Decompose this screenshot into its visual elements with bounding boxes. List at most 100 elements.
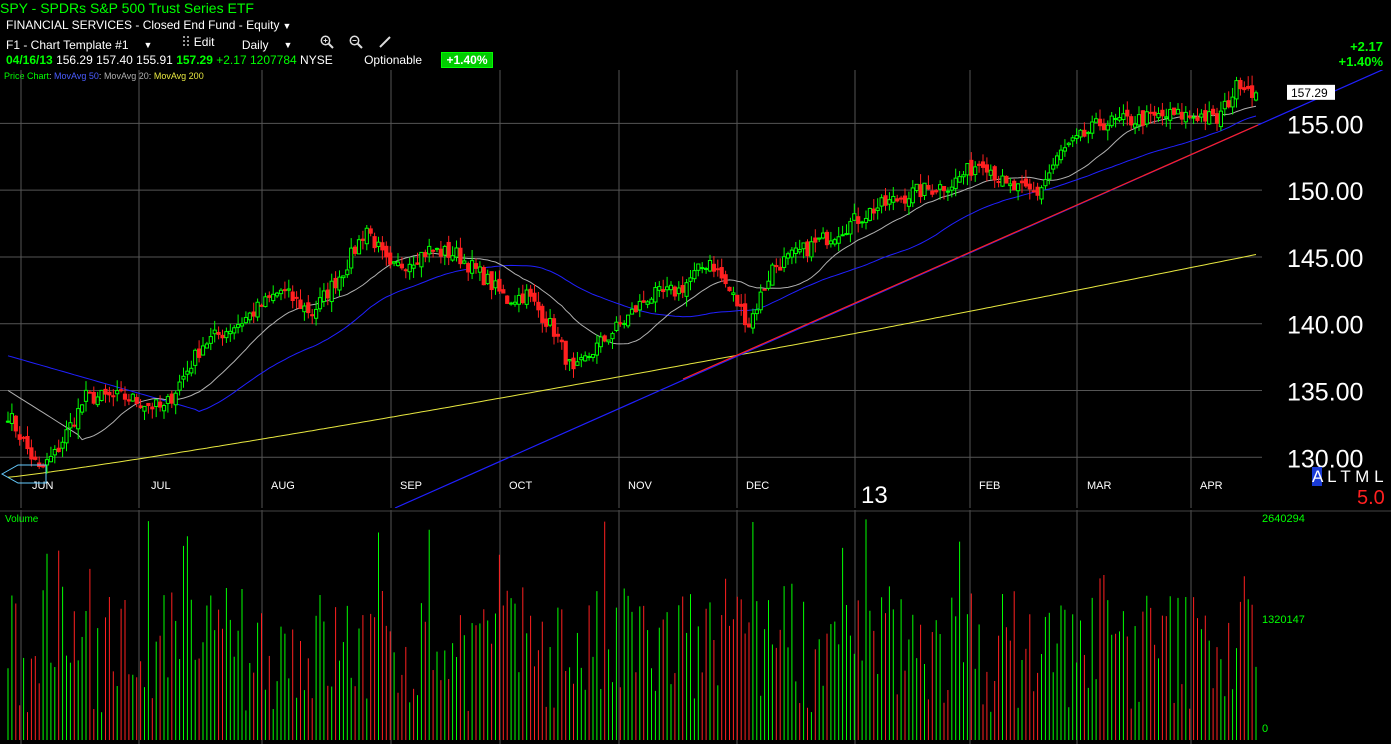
candle-body bbox=[142, 405, 147, 412]
candle-body bbox=[1043, 179, 1048, 187]
candle-body bbox=[438, 248, 443, 257]
candle-body bbox=[1109, 115, 1114, 127]
candle-body bbox=[1129, 116, 1134, 126]
y-tick-label: 150.00 bbox=[1287, 178, 1363, 206]
candle-body bbox=[13, 415, 18, 432]
candle-body bbox=[1055, 155, 1060, 166]
legend-ma20[interactable]: MovAvg 20 bbox=[103, 71, 149, 81]
template-dropdown[interactable]: F1 - Chart Template #1 ▼ bbox=[6, 38, 164, 52]
candle-body bbox=[1082, 129, 1087, 137]
candle-body bbox=[1242, 87, 1247, 91]
candle-body bbox=[637, 300, 642, 311]
sector-row[interactable]: FINANCIAL SERVICES - Closed End Fund - E… bbox=[0, 18, 291, 33]
candle-body bbox=[48, 455, 53, 463]
price-tag bbox=[1287, 84, 1335, 100]
candle-body bbox=[76, 408, 81, 430]
draw-tool-button[interactable] bbox=[378, 35, 392, 49]
year-marker: 13 bbox=[861, 482, 888, 509]
candle-body bbox=[1027, 183, 1032, 190]
candle-body bbox=[56, 447, 61, 453]
candle-body bbox=[138, 405, 143, 409]
candle-body bbox=[454, 247, 459, 258]
price-chart[interactable]: 130.00 135.00 140.00 145.00 150.00 155.00 JUN J… bbox=[0, 70, 1391, 508]
candle-body bbox=[524, 289, 529, 305]
candle-body bbox=[243, 316, 249, 324]
zoom-in-button[interactable] bbox=[320, 35, 334, 49]
candle-body bbox=[333, 277, 338, 289]
candle-body bbox=[684, 282, 689, 297]
candle-body bbox=[895, 198, 900, 202]
altml-a: A bbox=[1312, 467, 1323, 486]
candle-body bbox=[232, 327, 237, 334]
candle-body bbox=[1136, 114, 1142, 126]
candle-body bbox=[119, 389, 124, 392]
chevron-down-icon: ▼ bbox=[283, 40, 293, 50]
candle-body bbox=[1253, 92, 1259, 101]
candle-body bbox=[477, 266, 482, 273]
candle-body bbox=[707, 259, 713, 272]
altml-indicator[interactable]: A L T M L bbox=[1312, 467, 1384, 487]
candle-body bbox=[785, 253, 791, 259]
ticker-symbol[interactable]: SPY bbox=[0, 0, 28, 16]
candle-body bbox=[1133, 123, 1138, 128]
candle-body bbox=[512, 301, 518, 305]
legend-ma50[interactable]: MovAvg 50 bbox=[54, 71, 99, 81]
candle-body bbox=[1238, 79, 1243, 90]
candle-body bbox=[594, 342, 599, 356]
candle-body bbox=[590, 353, 596, 358]
candle-body bbox=[130, 393, 135, 402]
candle-body bbox=[1000, 175, 1005, 187]
candle-body bbox=[446, 241, 451, 258]
candle-body bbox=[793, 247, 798, 254]
period-dropdown[interactable]: Daily ▼ bbox=[242, 38, 305, 52]
candle-body bbox=[360, 238, 365, 241]
chevron-down-icon[interactable]: ▼ bbox=[282, 21, 292, 31]
quote-change: +2.17 bbox=[216, 53, 247, 67]
candle-body bbox=[236, 324, 241, 328]
candle-body bbox=[1125, 109, 1130, 117]
candle-body bbox=[723, 274, 728, 285]
security-name: SPDRs S&P 500 Trust Series ETF bbox=[40, 0, 254, 16]
quote-date: 04/16/13 bbox=[6, 53, 53, 67]
y-tick-label: 135.00 bbox=[1287, 378, 1363, 406]
candle-body bbox=[294, 296, 299, 299]
candle-body bbox=[618, 322, 623, 325]
candle-body bbox=[641, 300, 646, 303]
candle-body bbox=[961, 174, 966, 178]
candle-body bbox=[434, 247, 440, 250]
quote-high: 157.40 bbox=[96, 53, 133, 67]
quote-open: 156.29 bbox=[56, 53, 93, 67]
candle-body bbox=[493, 280, 498, 289]
candle-body bbox=[1105, 124, 1110, 131]
candle-body bbox=[739, 303, 744, 307]
candle-body bbox=[80, 404, 85, 413]
candle-body bbox=[1070, 137, 1075, 142]
candle-body bbox=[52, 449, 57, 456]
zoom-out-button[interactable] bbox=[349, 35, 363, 49]
candle-body bbox=[1183, 111, 1188, 123]
candle-body bbox=[41, 465, 46, 468]
candle-body bbox=[25, 436, 30, 450]
candle-body bbox=[1031, 190, 1036, 193]
candle-body bbox=[314, 308, 319, 319]
candle-body bbox=[875, 207, 880, 211]
candle-body bbox=[368, 228, 373, 234]
title-separator: - bbox=[27, 0, 41, 16]
candle-body bbox=[836, 236, 841, 244]
legend-ma200[interactable]: MovAvg 200 bbox=[153, 71, 204, 81]
candle-body bbox=[762, 288, 767, 291]
candle-body bbox=[1152, 111, 1157, 116]
candle-body bbox=[239, 323, 245, 327]
candle-body bbox=[1195, 116, 1200, 121]
volume-chart[interactable]: 2640294 1320147 0 bbox=[0, 510, 1391, 744]
candle-body bbox=[275, 292, 280, 297]
candle-body bbox=[953, 177, 958, 189]
candle-body bbox=[329, 280, 334, 303]
candle-body bbox=[197, 348, 202, 358]
x-tick-label: FEB bbox=[979, 480, 1000, 492]
candle-body bbox=[68, 422, 73, 429]
candle-body bbox=[388, 252, 393, 265]
candle-body bbox=[1156, 113, 1161, 119]
candle-body bbox=[44, 459, 50, 466]
edit-button[interactable]: Edit bbox=[180, 35, 227, 49]
